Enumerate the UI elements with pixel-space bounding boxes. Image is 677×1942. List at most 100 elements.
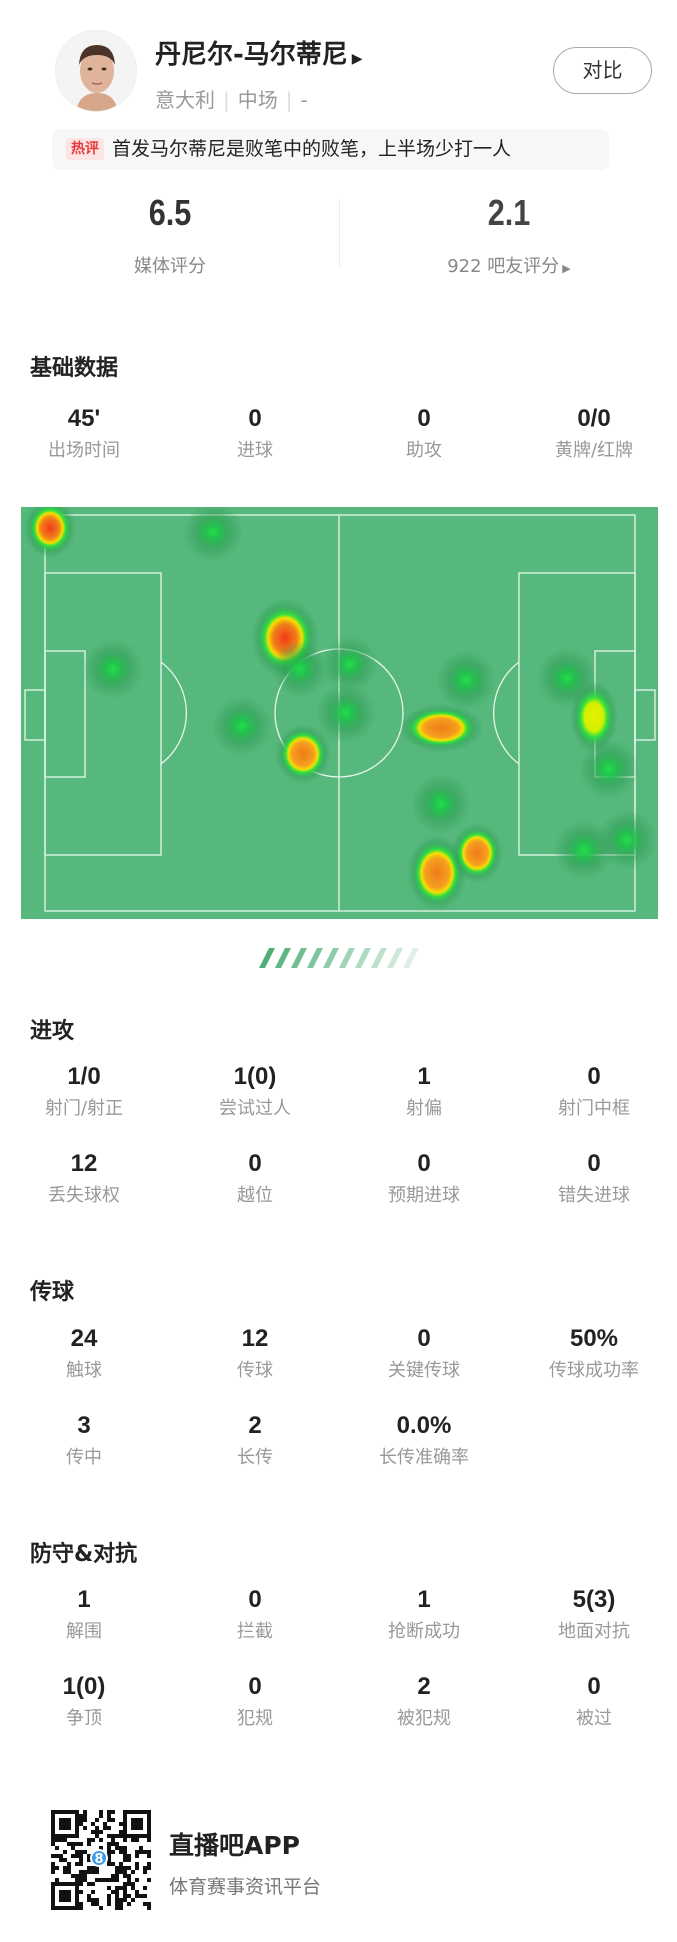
heatmap-spot: [275, 724, 331, 784]
stat-item: 0 关键传球: [339, 1324, 509, 1382]
heatmap-spot: [212, 696, 272, 756]
stat-label: 触球: [66, 1360, 102, 1381]
stat-value: 1: [417, 1586, 431, 1613]
chevron-icon: [307, 948, 323, 968]
stat-item: 1 解围: [0, 1585, 169, 1643]
heatmap-spot: [24, 507, 76, 558]
stat-item: 24 触球: [0, 1324, 169, 1382]
compare-button[interactable]: 对比: [553, 47, 652, 94]
stat-label: 丢失球权: [48, 1185, 120, 1206]
player-name: 丹尼尔-马尔蒂尼: [155, 40, 348, 70]
stat-value: 1(0): [62, 1673, 106, 1700]
stat-value: 0: [248, 1150, 262, 1177]
shirt-number: -: [300, 88, 308, 112]
stat-item: 0 射门中框: [509, 1062, 677, 1120]
stat-value: 0: [248, 405, 262, 432]
stat-item: 0 助攻: [339, 404, 509, 462]
heatmap-spot: [83, 639, 143, 699]
heatmap-spot: [570, 681, 618, 753]
player-photo-icon: [56, 31, 136, 111]
chevron-icon: [291, 948, 307, 968]
stat-label: 错失进球: [558, 1185, 630, 1206]
chevron-icon: [371, 948, 387, 968]
stat-label: 黄牌/红牌: [554, 440, 634, 461]
stat-label: 助攻: [406, 440, 442, 461]
stat-label: 尝试过人: [219, 1098, 291, 1119]
hot-comment-badge: 热评: [66, 138, 104, 160]
stat-item: 12 传球: [170, 1324, 340, 1382]
stat-item: 2 被犯规: [339, 1672, 509, 1730]
stat-value: 0.0%: [396, 1412, 452, 1439]
heatmap-spot: [411, 774, 471, 834]
player-meta: 意大利 | 中场 | -: [155, 84, 308, 113]
hot-comment[interactable]: 热评 首发马尔蒂尼是败笔中的败笔，上半场少打一人: [52, 129, 609, 170]
chevron-icon: [259, 948, 275, 968]
stat-item: 1 抢断成功: [339, 1585, 509, 1643]
stat-value: 0: [587, 1150, 601, 1177]
svg-text:8: 8: [94, 1852, 103, 1867]
stat-label: 拦截: [237, 1621, 273, 1642]
stat-value: 1: [417, 1063, 431, 1090]
fan-rating-label: 922 吧友评分: [447, 256, 560, 277]
chevron-icon: [387, 948, 403, 968]
stat-value: 0: [248, 1673, 262, 1700]
media-rating-value: 6.5: [148, 192, 192, 233]
stat-value: 0: [248, 1586, 262, 1613]
stat-label: 犯规: [237, 1708, 273, 1729]
chevron-icon: [339, 948, 355, 968]
heatmap-spot: [579, 739, 639, 799]
stat-label: 出场时间: [48, 440, 120, 461]
stat-label: 长传准确率: [379, 1447, 469, 1468]
heatmap-spot: [399, 704, 483, 752]
stat-item: 2 长传: [170, 1411, 340, 1469]
stat-label: 地面对抗: [558, 1621, 630, 1642]
stat-item: 12 丢失球权: [0, 1149, 169, 1207]
player-avatar: [55, 30, 137, 112]
separator: |: [223, 88, 230, 112]
position: 中场: [237, 88, 278, 112]
stat-label: 解围: [66, 1621, 102, 1642]
chevron-icon: [275, 948, 291, 968]
stat-item: 0 错失进球: [509, 1149, 677, 1207]
heatmap-spot: [183, 507, 243, 562]
stat-item: 0 越位: [170, 1149, 340, 1207]
section-title: 进攻: [30, 1019, 75, 1044]
app-subtitle: 体育赛事资讯平台: [169, 1876, 322, 1898]
heatmap-spot: [272, 641, 328, 697]
player-name-link[interactable]: 丹尼尔-马尔蒂尼 ▶: [155, 34, 363, 71]
pitch-lines: [24, 514, 656, 912]
fan-rating-value: 2.1: [487, 192, 531, 233]
stat-item: 0 预期进球: [339, 1149, 509, 1207]
stat-value: 0/0: [577, 405, 611, 432]
stat-label: 预期进球: [388, 1185, 460, 1206]
stat-item: 0/0 黄牌/红牌: [509, 404, 677, 462]
stat-item: 1(0) 争顶: [0, 1672, 169, 1730]
heatmap-pitch: [21, 507, 658, 919]
stat-item: 0.0% 长传准确率: [339, 1411, 509, 1469]
stat-item: 50% 传球成功率: [509, 1324, 677, 1382]
stat-label: 抢断成功: [388, 1621, 460, 1642]
section-title: 基础数据: [30, 356, 119, 381]
stat-value: 12: [241, 1325, 269, 1352]
stat-item: 1(0) 尝试过人: [170, 1062, 340, 1120]
chevron-icon: [355, 948, 371, 968]
heatmap-spot: [316, 683, 376, 743]
stat-item: 0 拦截: [170, 1585, 340, 1643]
stat-label: 越位: [237, 1185, 273, 1206]
stat-label: 争顶: [66, 1708, 102, 1729]
stat-label: 长传: [237, 1447, 273, 1468]
divider: [339, 199, 340, 267]
hot-comment-text: 首发马尔蒂尼是败笔中的败笔，上半场少打一人: [112, 138, 512, 160]
nationality: 意大利: [155, 88, 215, 112]
scroll-chevrons-icon: [259, 948, 419, 968]
stat-value: 12: [70, 1150, 98, 1177]
stat-item: 0 进球: [170, 404, 340, 462]
fan-rating-link[interactable]: 922 吧友评分 ▶: [409, 252, 609, 278]
stat-label: 被犯规: [397, 1708, 451, 1729]
stat-value: 24: [70, 1325, 98, 1352]
stat-value: 0: [417, 1150, 431, 1177]
stat-value: 0: [587, 1063, 601, 1090]
stat-value: 45': [67, 405, 101, 432]
stat-label: 传球: [237, 1360, 273, 1381]
section-title: 传球: [30, 1280, 75, 1305]
